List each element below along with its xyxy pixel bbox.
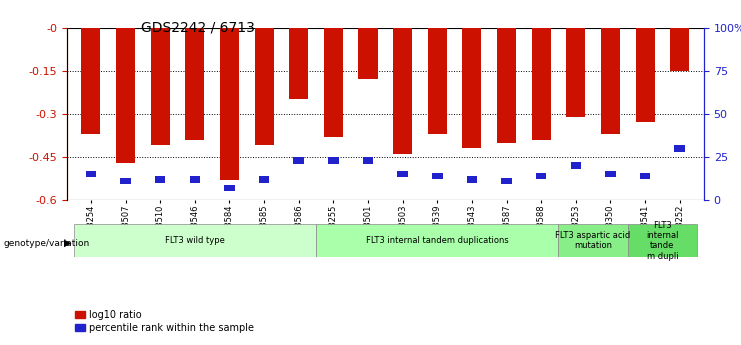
- Bar: [150, 28, 170, 146]
- Bar: [393, 28, 412, 154]
- Bar: [225, 185, 235, 191]
- Bar: [636, 28, 654, 122]
- Bar: [497, 28, 516, 142]
- Bar: [328, 157, 339, 164]
- Text: ▶: ▶: [64, 238, 71, 248]
- Bar: [82, 28, 101, 134]
- Text: FLT3 aspartic acid
mutation: FLT3 aspartic acid mutation: [556, 231, 631, 250]
- Bar: [536, 173, 546, 179]
- Bar: [674, 145, 685, 151]
- Bar: [190, 176, 200, 183]
- Text: genotype/variation: genotype/variation: [4, 239, 90, 248]
- Bar: [220, 28, 239, 180]
- Bar: [639, 173, 651, 179]
- Bar: [462, 28, 482, 148]
- Bar: [316, 224, 559, 257]
- Bar: [155, 176, 165, 183]
- Bar: [502, 178, 512, 184]
- Bar: [397, 171, 408, 177]
- Bar: [571, 162, 581, 169]
- Bar: [363, 157, 373, 164]
- Bar: [601, 28, 620, 134]
- Bar: [185, 28, 205, 140]
- Bar: [255, 28, 273, 146]
- Bar: [559, 224, 628, 257]
- Bar: [628, 224, 697, 257]
- Bar: [432, 173, 442, 179]
- Bar: [428, 28, 447, 134]
- Bar: [259, 176, 269, 183]
- Text: FLT3
internal
tande
m dupli: FLT3 internal tande m dupli: [646, 220, 679, 261]
- Bar: [324, 28, 343, 137]
- Bar: [670, 28, 689, 71]
- Legend: log10 ratio, percentile rank within the sample: log10 ratio, percentile rank within the …: [72, 306, 258, 337]
- Bar: [566, 28, 585, 117]
- Bar: [116, 28, 135, 163]
- Bar: [467, 176, 477, 183]
- Text: FLT3 internal tandem duplications: FLT3 internal tandem duplications: [366, 236, 508, 245]
- Bar: [289, 28, 308, 99]
- Bar: [293, 157, 304, 164]
- Bar: [120, 178, 131, 184]
- Bar: [86, 171, 96, 177]
- Bar: [359, 28, 377, 79]
- Text: GDS2242 / 6713: GDS2242 / 6713: [141, 21, 255, 35]
- Bar: [605, 171, 616, 177]
- Bar: [73, 224, 316, 257]
- Text: FLT3 wild type: FLT3 wild type: [165, 236, 225, 245]
- Bar: [531, 28, 551, 140]
